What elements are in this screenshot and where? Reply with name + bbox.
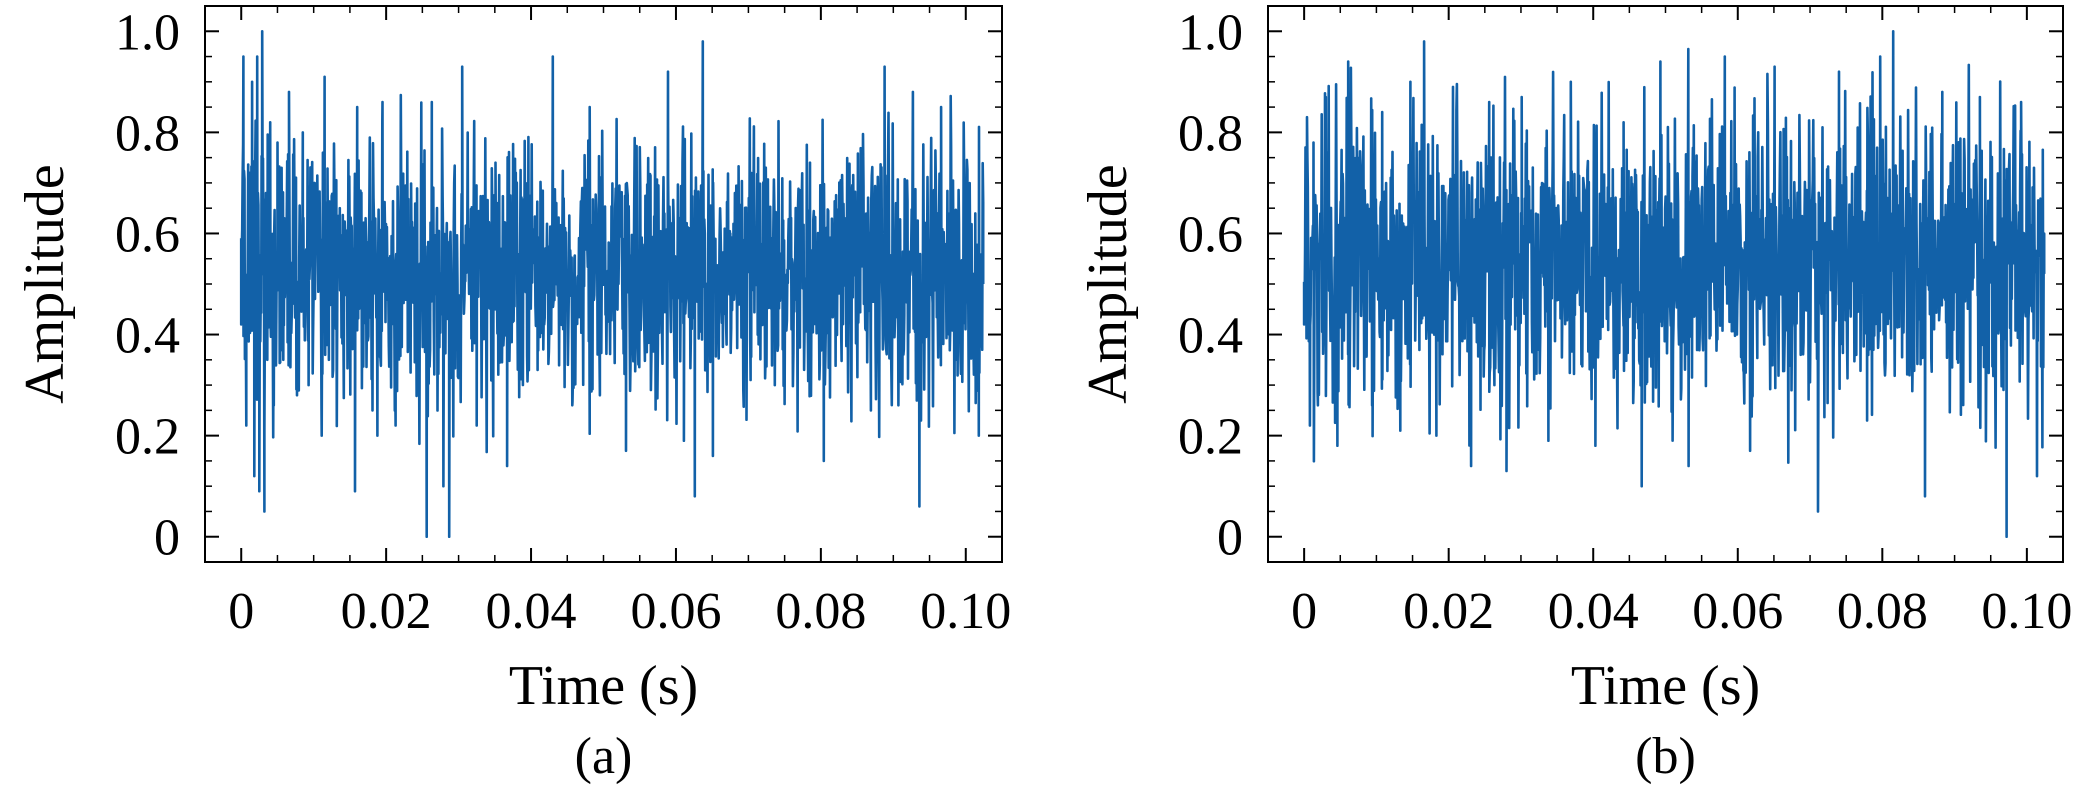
panel-b: 0 0.02 0.04 0.06 0.08 0.10 0 0.2 0.4 0.6 0.8 1.0 Tim… bbox=[1077, 4, 2072, 785]
x-axis-label: Time (s) bbox=[1571, 655, 1760, 717]
y-axis-label: Amplitude bbox=[1077, 164, 1139, 404]
y-axis-label: Amplitude bbox=[14, 164, 76, 404]
y-tick-label: 0.2 bbox=[115, 409, 180, 466]
y-tick-label: 0 bbox=[154, 510, 180, 567]
y-tick-label: 0.6 bbox=[115, 206, 180, 263]
x-tick-label: 0.04 bbox=[486, 583, 577, 640]
x-axis-label: Time (s) bbox=[509, 655, 698, 717]
x-tick-label: 0.08 bbox=[775, 583, 866, 640]
y-tick-label: 0 bbox=[1217, 510, 1243, 567]
x-tick-label: 0.02 bbox=[341, 583, 432, 640]
x-tick-label: 0.02 bbox=[1403, 583, 1494, 640]
x-tick-label: 0 bbox=[1291, 583, 1317, 640]
panel-caption: (a) bbox=[575, 728, 633, 785]
y-tick-label: 0.4 bbox=[1178, 308, 1243, 365]
y-tick-label: 1.0 bbox=[115, 4, 180, 61]
x-tick-label: 0 bbox=[228, 583, 254, 640]
y-tick-label: 0.2 bbox=[1178, 409, 1243, 466]
x-tick-label: 0.06 bbox=[1692, 583, 1783, 640]
x-tick-label: 0.08 bbox=[1837, 583, 1928, 640]
series-line bbox=[1302, 30, 2046, 538]
series-line bbox=[239, 30, 985, 538]
y-tick-label: 1.0 bbox=[1178, 4, 1243, 61]
y-tick-label: 0.4 bbox=[115, 308, 180, 365]
y-tick-label: 0.8 bbox=[1178, 105, 1243, 162]
x-tick-label: 0.10 bbox=[920, 583, 1011, 640]
panel-a: 0 0.02 0.04 0.06 0.08 0.10 0 0.2 0.4 0.6 0.8 1.0 Tim… bbox=[14, 4, 1011, 785]
y-tick-label: 0.8 bbox=[115, 105, 180, 162]
x-tick-label: 0.06 bbox=[630, 583, 721, 640]
panel-caption: (b) bbox=[1635, 728, 1696, 785]
y-tick-label: 0.6 bbox=[1178, 206, 1243, 263]
x-tick-label: 0.04 bbox=[1548, 583, 1639, 640]
x-tick-label: 0.10 bbox=[1981, 583, 2072, 640]
